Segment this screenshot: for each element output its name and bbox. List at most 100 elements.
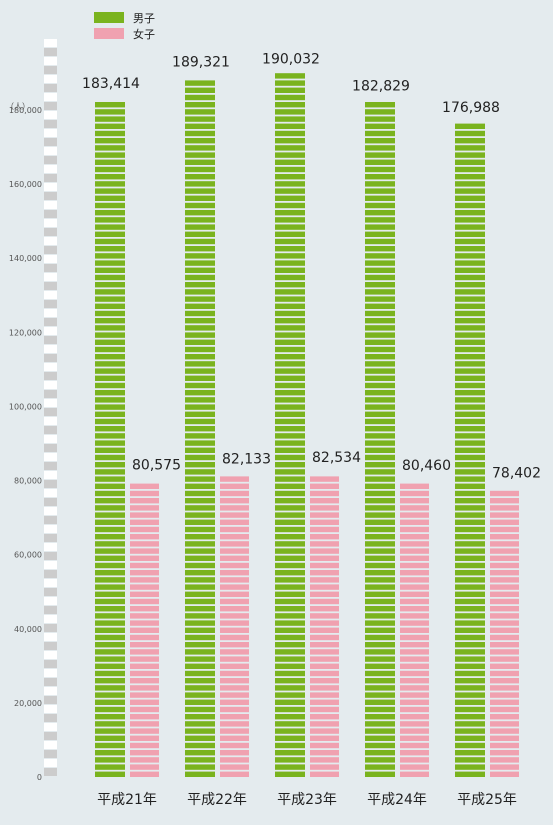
bar-stripe (400, 613, 429, 619)
bar-stripe (490, 757, 519, 763)
bar-stripe (455, 562, 485, 569)
bar-stripe (310, 742, 339, 749)
bar-stripe (490, 699, 519, 705)
bar-stripe (185, 325, 215, 331)
bar-stripe (400, 627, 429, 633)
bar-stripe (95, 411, 125, 417)
category-label: 平成21年 (97, 792, 157, 808)
bar-stripe (130, 598, 159, 605)
bar-stripe (130, 591, 159, 597)
bar-stripe (185, 318, 215, 324)
bar-stripe (490, 548, 519, 554)
bar-stripe (365, 195, 395, 201)
bar-stripe (310, 548, 339, 554)
bar-stripe (185, 253, 215, 259)
bar-stripe (220, 577, 249, 583)
bar-stripe (455, 663, 485, 669)
bar-stripe (130, 714, 159, 720)
bar-stripe (95, 231, 125, 237)
bar-stripe (455, 159, 485, 165)
bar-stripe (95, 426, 125, 432)
bar-stripe (400, 771, 429, 777)
bar-stripe (275, 548, 305, 554)
bar-stripe (275, 296, 305, 302)
bar-stripe (455, 454, 485, 461)
y-tick-label: 180,000 (9, 106, 42, 115)
bar-stripe (220, 483, 249, 489)
bar-stripe (455, 325, 485, 331)
axis-strip-block (44, 246, 57, 254)
bar-stripe (95, 555, 125, 561)
bar-stripe (365, 332, 395, 338)
bar-stripe (275, 469, 305, 475)
bar-stripe (220, 526, 249, 533)
bar-stripe (400, 591, 429, 597)
bar-stripe (400, 483, 429, 489)
bar-stripe (400, 490, 429, 497)
bar-stripe (455, 447, 485, 453)
bar-stripe (400, 498, 429, 504)
bar-stripe (95, 224, 125, 230)
bar-stripe (490, 728, 519, 734)
bar-stripe (95, 303, 125, 309)
bar-stripe (490, 577, 519, 583)
bar-stripe (185, 390, 215, 396)
bar-stripe (455, 541, 485, 547)
bar-stripe (130, 570, 159, 576)
bar-stripe (275, 260, 305, 266)
bar-stripe (95, 390, 125, 396)
bar-stripe (95, 159, 125, 165)
bar-stripe (130, 577, 159, 583)
bar-stripe (185, 94, 215, 101)
bar-stripe (185, 598, 215, 605)
bar-stripe (365, 224, 395, 230)
y-tick-label: 60,000 (14, 551, 42, 560)
bar-stripe (310, 541, 339, 547)
bar-stripe (185, 534, 215, 540)
bar-stripe (400, 541, 429, 547)
bar-stripe (185, 404, 215, 410)
bar-stripe (455, 714, 485, 720)
bar-stripe (455, 642, 485, 648)
axis-strip-block (44, 102, 57, 110)
bar-stripe (185, 195, 215, 201)
bar-stripe (95, 238, 125, 245)
bar-stripe (95, 714, 125, 720)
axis-strip-block (44, 696, 57, 704)
axis-strip-block (44, 408, 57, 416)
bar-stripe (95, 181, 125, 187)
bar-stripe (365, 714, 395, 720)
bar-stripe (130, 613, 159, 619)
bar-stripe (275, 426, 305, 432)
axis-strip-block (44, 192, 57, 200)
bar-stripe (365, 418, 395, 425)
axis-strip-block (44, 624, 57, 632)
bar-stripe (220, 714, 249, 720)
bar-stripe (365, 289, 395, 295)
bar-stripe (365, 109, 395, 115)
bar-stripe (185, 375, 215, 381)
bar-stripe (95, 613, 125, 619)
bar-stripe (220, 642, 249, 648)
bar-stripe (130, 584, 159, 590)
bar-stripe (220, 555, 249, 561)
bar-stripe (130, 764, 159, 770)
bar-stripe (130, 670, 159, 677)
bar-stripe (130, 483, 159, 489)
bar-stripe (365, 116, 395, 122)
bar-stripe (95, 354, 125, 360)
bar-stripe (130, 512, 159, 518)
bar-stripe (310, 728, 339, 734)
bar-stripe (130, 505, 159, 511)
bar-stripe (185, 303, 215, 309)
bar-stripe (185, 541, 215, 547)
bar-stripe (220, 584, 249, 590)
bar-stripe (365, 570, 395, 576)
bar-stripe (275, 670, 305, 677)
bar-stripe (310, 649, 339, 655)
bar-stripe (275, 274, 305, 281)
bar-stripe (275, 519, 305, 525)
bar-stripe (490, 721, 519, 727)
bar-stripe (220, 490, 249, 497)
